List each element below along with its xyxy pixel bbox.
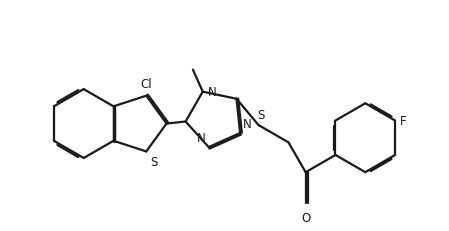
Text: S: S — [257, 109, 264, 122]
Text: N: N — [197, 131, 206, 144]
Text: S: S — [150, 156, 158, 169]
Text: O: O — [301, 211, 310, 224]
Text: N: N — [243, 118, 252, 131]
Text: Cl: Cl — [141, 77, 152, 90]
Text: N: N — [208, 86, 216, 99]
Text: F: F — [400, 115, 407, 128]
